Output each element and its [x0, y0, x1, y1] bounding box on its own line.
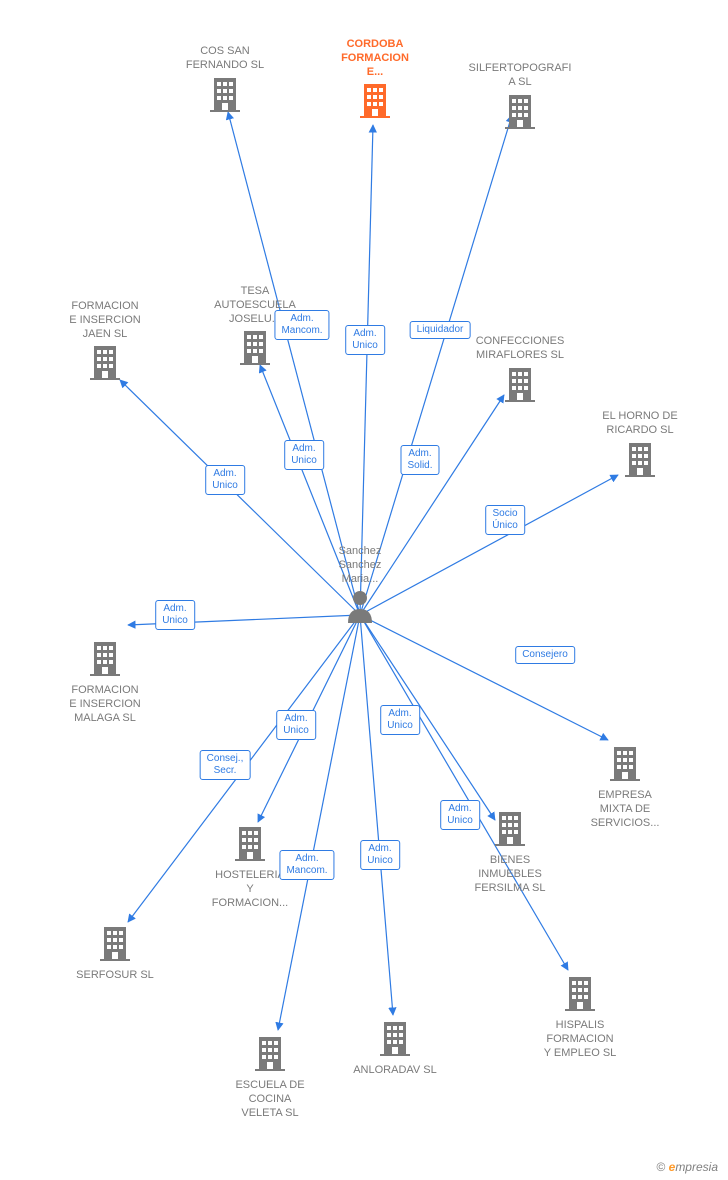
node-icon-wrap	[465, 93, 575, 134]
node-label: EL HORNO DERICARDO SL	[585, 410, 695, 438]
node-icon-wrap	[320, 82, 430, 123]
company-node[interactable]: HISPALISFORMACIONY EMPLEO SL	[525, 975, 635, 1062]
edge-line	[360, 125, 373, 615]
building-icon	[563, 975, 597, 1011]
edge-role-label: Adm. Unico	[345, 325, 385, 355]
building-icon	[208, 76, 242, 112]
company-node[interactable]: SILFERTOPOGRAFIA SL	[465, 62, 575, 134]
company-node[interactable]: EL HORNO DERICARDO SL	[585, 410, 695, 482]
edge-role-label: Adm. Unico	[205, 465, 245, 495]
company-node[interactable]: ANLORADAV SL	[340, 1020, 450, 1080]
node-icon-wrap	[50, 344, 160, 385]
building-icon	[253, 1035, 287, 1071]
building-icon	[493, 810, 527, 846]
node-label: SERFOSUR SL	[60, 969, 170, 983]
edge-role-label: Adm. Unico	[440, 800, 480, 830]
edge-role-label: Adm. Solid.	[400, 445, 439, 475]
node-icon-wrap	[465, 366, 575, 407]
node-label: ANLORADAV SL	[340, 1064, 450, 1078]
building-icon	[378, 1020, 412, 1056]
building-icon	[608, 745, 642, 781]
node-label: HISPALISFORMACIONY EMPLEO SL	[525, 1019, 635, 1060]
node-icon-wrap	[340, 1020, 450, 1061]
building-icon	[503, 93, 537, 129]
building-icon	[238, 329, 272, 365]
edge-role-label: Liquidador	[410, 321, 471, 339]
edge-role-label: Adm. Unico	[276, 710, 316, 740]
node-label: EMPRESAMIXTA DESERVICIOS...	[570, 789, 680, 830]
node-icon-wrap	[525, 975, 635, 1016]
node-icon-wrap	[60, 925, 170, 966]
company-node[interactable]: ESCUELA DECOCINAVELETA SL	[215, 1035, 325, 1122]
copyright-symbol: ©	[656, 1160, 665, 1174]
company-node[interactable]: FORMACIONE INSERCIONJAEN SL	[50, 300, 160, 385]
node-label: ESCUELA DECOCINAVELETA SL	[215, 1079, 325, 1120]
node-label: CONFECCIONESMIRAFLORES SL	[465, 335, 575, 363]
edge-line	[360, 615, 393, 1015]
brand-rest: mpresia	[675, 1160, 718, 1174]
node-label: BIENESINMUEBLESFERSILMA SL	[455, 854, 565, 895]
company-node[interactable]: CONFECCIONESMIRAFLORES SL	[465, 335, 575, 407]
company-node[interactable]: COS SANFERNANDO SL	[170, 45, 280, 117]
node-icon-wrap	[215, 1035, 325, 1076]
edge-role-label: Adm. Mancom.	[279, 850, 334, 880]
node-label: CORDOBAFORMACIONE...	[320, 38, 430, 79]
node-icon-wrap	[170, 76, 280, 117]
company-node[interactable]: CORDOBAFORMACIONE...	[320, 38, 430, 123]
edge-role-label: Consejero	[515, 646, 575, 664]
building-icon	[88, 344, 122, 380]
building-icon	[358, 82, 392, 118]
edge-role-label: Adm. Unico	[360, 840, 400, 870]
building-icon	[233, 825, 267, 861]
node-icon-wrap	[50, 640, 160, 681]
company-node[interactable]: SERFOSUR SL	[60, 925, 170, 985]
company-node[interactable]: FORMACIONE INSERCIONMALAGA SL	[50, 640, 160, 727]
node-label: SILFERTOPOGRAFIA SL	[465, 62, 575, 90]
edge-role-label: Adm. Unico	[155, 600, 195, 630]
edge-role-label: Consej., Secr.	[200, 750, 251, 780]
node-label: FORMACIONE INSERCIONJAEN SL	[50, 300, 160, 341]
node-icon-wrap	[305, 589, 415, 628]
node-label: FORMACIONE INSERCIONMALAGA SL	[50, 684, 160, 725]
node-icon-wrap	[585, 441, 695, 482]
edge-role-label: Socio Único	[485, 505, 525, 535]
center-person-node[interactable]: SanchezSanchezMaria...	[305, 545, 415, 628]
company-node[interactable]: EMPRESAMIXTA DESERVICIOS...	[570, 745, 680, 832]
edge-role-label: Adm. Unico	[284, 440, 324, 470]
edge-role-label: Adm. Mancom.	[274, 310, 329, 340]
edge-line	[278, 615, 360, 1030]
edge-line	[360, 615, 568, 970]
building-icon	[623, 441, 657, 477]
edge-role-label: Adm. Unico	[380, 705, 420, 735]
node-label: COS SANFERNANDO SL	[170, 45, 280, 73]
node-icon-wrap	[570, 745, 680, 786]
copyright-notice: © empresia	[656, 1160, 718, 1174]
person-icon	[345, 589, 375, 623]
center-label: SanchezSanchezMaria...	[305, 545, 415, 586]
building-icon	[503, 366, 537, 402]
building-icon	[98, 925, 132, 961]
building-icon	[88, 640, 122, 676]
